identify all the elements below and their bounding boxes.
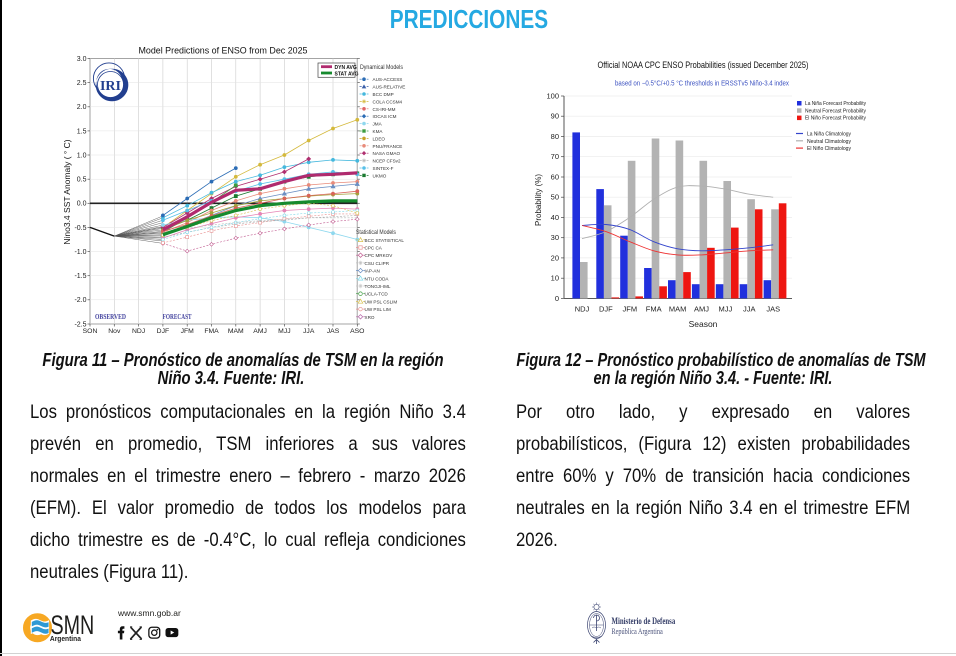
svg-text:JJA: JJA <box>303 328 315 335</box>
svg-text:SINTEX-F: SINTEX-F <box>373 166 394 171</box>
svg-text:XRO: XRO <box>365 315 375 320</box>
svg-text:2.0: 2.0 <box>77 104 87 111</box>
svg-text:IRI: IRI <box>100 79 121 94</box>
svg-text:El Niño Forecast Probability: El Niño Forecast Probability <box>805 116 866 122</box>
svg-text:10: 10 <box>551 274 559 283</box>
svg-text:Probability (%): Probability (%) <box>534 174 543 226</box>
svg-text:70: 70 <box>551 152 559 161</box>
svg-text:80: 80 <box>551 132 559 141</box>
svg-text:based on −0.5°C/+0.5 °C thresh: based on −0.5°C/+0.5 °C thresholds in ER… <box>615 80 789 88</box>
svg-text:FMA: FMA <box>204 328 219 335</box>
svg-text:0.0: 0.0 <box>77 201 87 208</box>
svg-text:NDJ: NDJ <box>132 328 145 335</box>
svg-text:DYN AVG: DYN AVG <box>335 65 357 71</box>
svg-text:UKMO: UKMO <box>373 173 387 178</box>
svg-text:Statistical Models: Statistical Models <box>356 230 396 236</box>
svg-text:-0.5: -0.5 <box>74 225 86 232</box>
svg-text:STAT AVG: STAT AVG <box>335 71 359 77</box>
svg-text:Model Predictions of ENSO from: Model Predictions of ENSO from Dec 2025 <box>139 46 308 57</box>
svg-text:UW PSL CSLIM: UW PSL CSLIM <box>365 299 398 304</box>
svg-text:Neutral Climatology: Neutral Climatology <box>807 139 851 145</box>
svg-text:JAS: JAS <box>327 328 340 335</box>
svg-text:BCC STATISTICAL: BCC STATISTICAL <box>365 238 405 243</box>
svg-text:MAM: MAM <box>669 304 687 313</box>
svg-text:JJA: JJA <box>743 304 756 313</box>
svg-text:AMJ: AMJ <box>253 328 267 335</box>
svg-text:AUS-ACCESS: AUS-ACCESS <box>373 77 403 82</box>
svg-text:Neutral Forecast Probability: Neutral Forecast Probability <box>805 108 866 114</box>
svg-text:AUS-RELATIVE: AUS-RELATIVE <box>373 85 406 90</box>
svg-text:FMA: FMA <box>646 304 662 313</box>
svg-text:DJF: DJF <box>157 328 169 335</box>
svg-text:NASA GMAO: NASA GMAO <box>373 151 401 156</box>
svg-text:La Niña Forecast Probability: La Niña Forecast Probability <box>805 101 866 107</box>
svg-text:UCLA-TCD: UCLA-TCD <box>365 292 389 297</box>
svg-text:100: 100 <box>546 92 559 101</box>
svg-text:PNU/FRANCE: PNU/FRANCE <box>373 144 403 149</box>
svg-text:CPC MRKOV: CPC MRKOV <box>365 253 394 258</box>
svg-text:0.5: 0.5 <box>77 177 87 184</box>
svg-text:90: 90 <box>551 112 559 121</box>
svg-text:JAS: JAS <box>766 304 780 313</box>
svg-text:60: 60 <box>551 173 559 182</box>
svg-text:COLA CCSM4: COLA CCSM4 <box>373 99 403 104</box>
svg-text:-1.0: -1.0 <box>74 249 86 256</box>
svg-text:NCEP CFSv2: NCEP CFSv2 <box>373 159 401 164</box>
svg-text:DJF: DJF <box>599 304 613 313</box>
svg-text:0: 0 <box>555 294 559 303</box>
svg-text:OBSERVED: OBSERVED <box>95 314 126 321</box>
svg-text:www.smn.gob.ar: www.smn.gob.ar <box>117 608 181 618</box>
svg-text:Season: Season <box>689 319 718 329</box>
svg-text:LDEO: LDEO <box>373 136 386 141</box>
svg-text:30: 30 <box>551 233 559 242</box>
svg-text:KMA: KMA <box>373 129 384 134</box>
svg-text:JFM: JFM <box>623 304 638 313</box>
svg-text:1.0: 1.0 <box>77 152 87 159</box>
svg-text:1.5: 1.5 <box>77 128 87 135</box>
svg-text:-2.0: -2.0 <box>74 297 86 304</box>
svg-text:Argentina: Argentina <box>50 636 81 643</box>
svg-text:UW PSL LIM: UW PSL LIM <box>365 307 392 312</box>
svg-text:20: 20 <box>551 253 559 262</box>
svg-text:El Niño Climatology: El Niño Climatology <box>807 146 851 152</box>
svg-text:SON: SON <box>83 328 98 335</box>
svg-text:AMJ: AMJ <box>694 304 709 313</box>
svg-text:MJJ: MJJ <box>278 328 290 335</box>
svg-text:ASO: ASO <box>350 328 364 335</box>
svg-text:CSU CLIPR: CSU CLIPR <box>365 261 390 266</box>
svg-text:NTU CODA: NTU CODA <box>365 276 390 281</box>
svg-text:Dynamical Models: Dynamical Models <box>360 65 403 71</box>
svg-text:IOCAS ICM: IOCAS ICM <box>373 114 397 119</box>
svg-text:CPC CA: CPC CA <box>365 246 383 251</box>
svg-text:JMA: JMA <box>373 122 383 127</box>
svg-text:Nino3.4 SST Anomaly ( ° C): Nino3.4 SST Anomaly ( ° C) <box>62 139 72 244</box>
svg-text:50: 50 <box>551 193 559 202</box>
svg-text:2.5: 2.5 <box>77 80 87 87</box>
svg-text:-2.5: -2.5 <box>74 321 86 328</box>
svg-text:CS-IRI-MM: CS-IRI-MM <box>373 107 396 112</box>
svg-text:SMN: SMN <box>51 611 95 641</box>
svg-text:República Argentina: República Argentina <box>612 627 664 636</box>
svg-text:BCC DMP: BCC DMP <box>373 92 394 97</box>
svg-text:Nov: Nov <box>108 328 121 335</box>
svg-text:FORECAST: FORECAST <box>163 314 192 321</box>
svg-text:IAP-AN: IAP-AN <box>365 269 380 274</box>
svg-text:TONGJI-IML: TONGJI-IML <box>365 284 391 289</box>
svg-text:MAM: MAM <box>228 328 244 335</box>
svg-text:-1.5: -1.5 <box>74 273 86 280</box>
svg-text:Official NOAA CPC ENSO Probabi: Official NOAA CPC ENSO Probabilities (is… <box>598 60 809 71</box>
svg-text:NDJ: NDJ <box>575 304 590 313</box>
svg-text:3.0: 3.0 <box>77 56 87 63</box>
svg-text:Ministerio de Defensa: Ministerio de Defensa <box>612 616 676 626</box>
svg-text:La Niña Climatology: La Niña Climatology <box>807 132 851 138</box>
svg-text:40: 40 <box>551 213 559 222</box>
svg-text:MJJ: MJJ <box>719 304 733 313</box>
svg-text:JFM: JFM <box>181 328 195 335</box>
